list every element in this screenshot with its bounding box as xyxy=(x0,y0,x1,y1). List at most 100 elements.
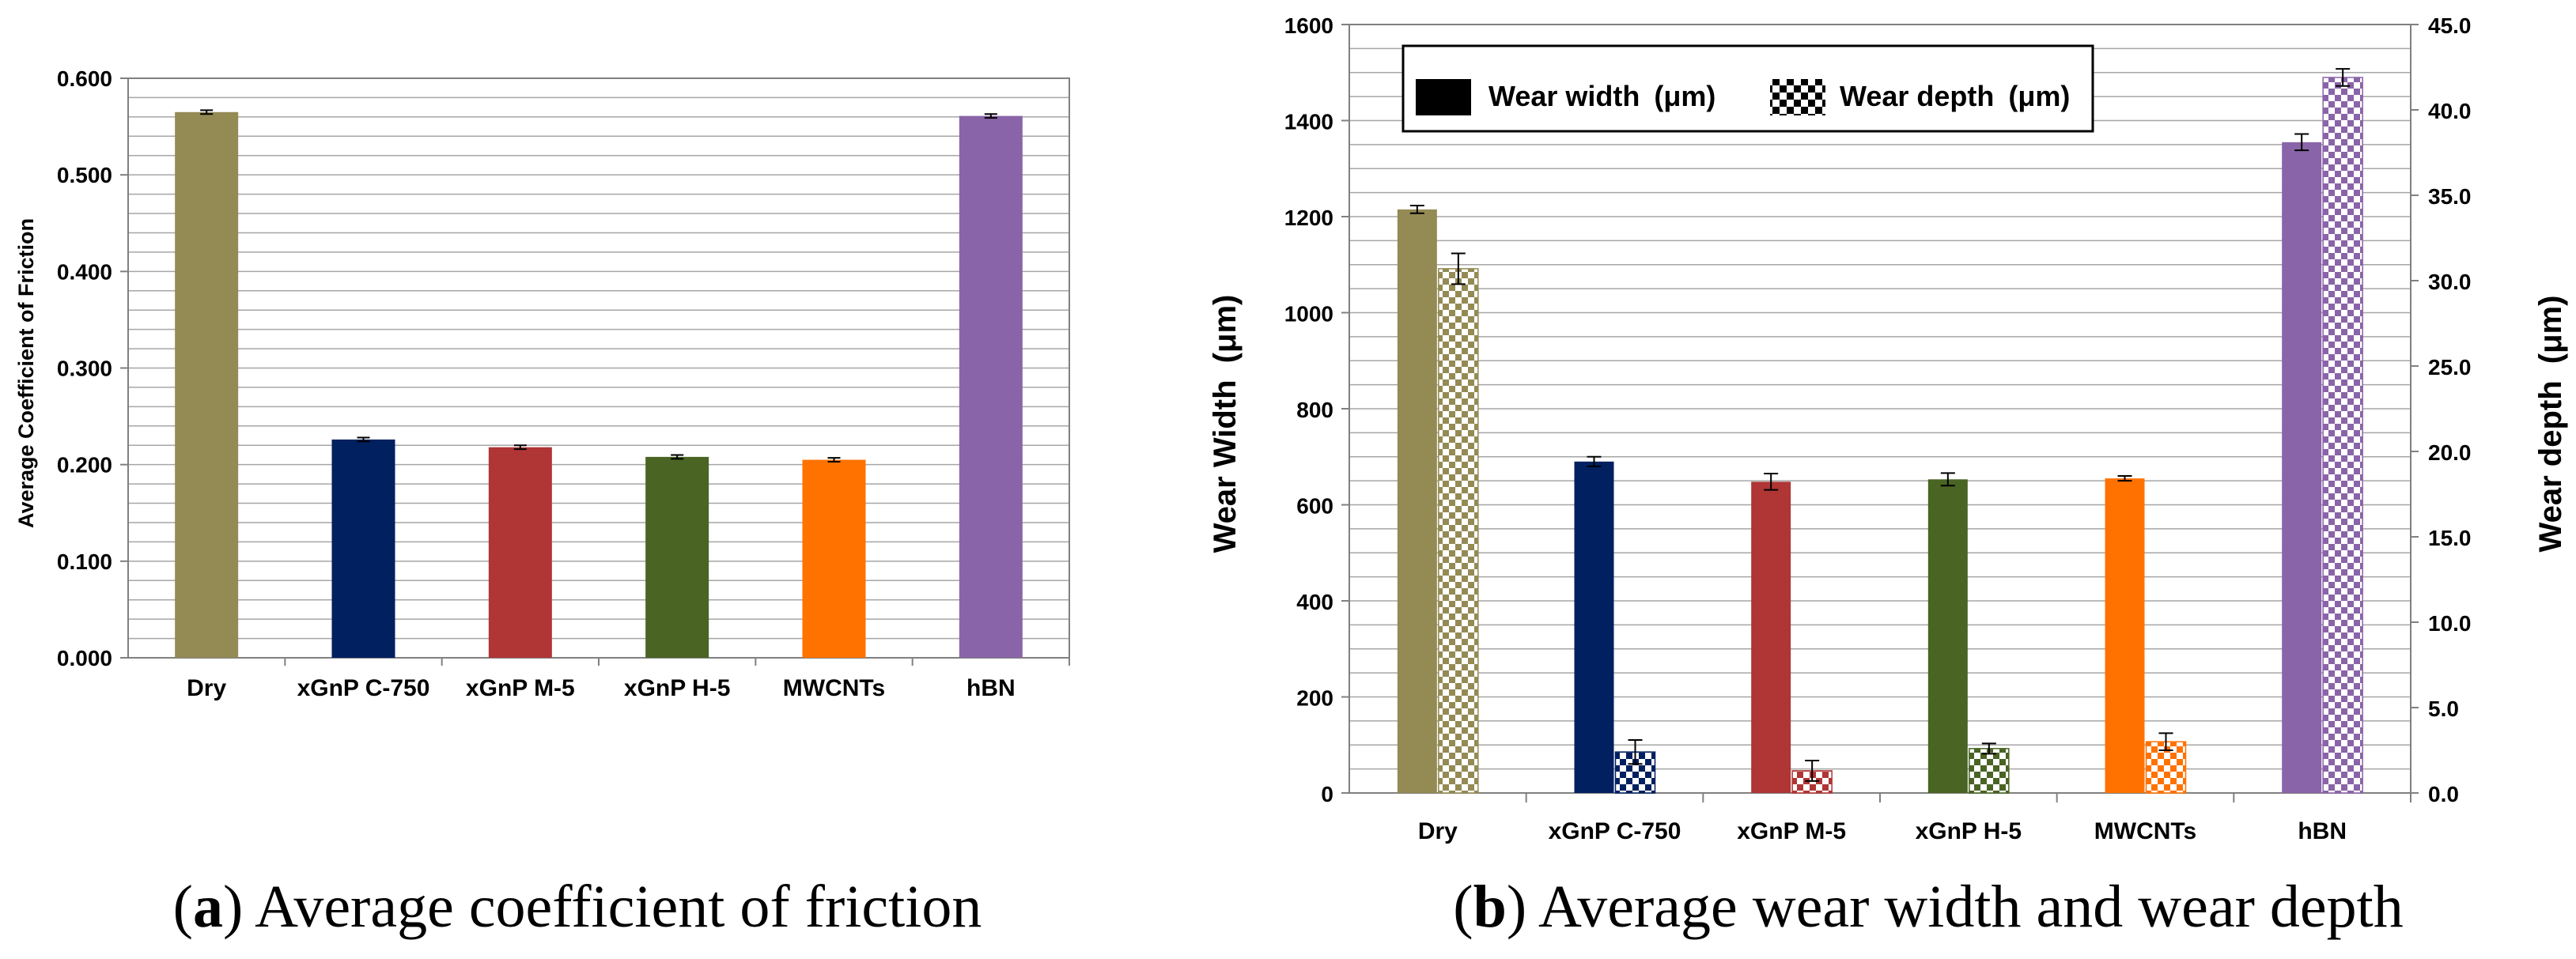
b-gridlines xyxy=(1349,47,2411,770)
legend-label-wear-depth-text: Wear depth xyxy=(1840,80,1994,112)
caption-a-close-paren: ) xyxy=(223,874,243,940)
b-y-tick-1000: 1000 xyxy=(1284,302,1333,327)
b-y-axis-title-right-unit: (μm) xyxy=(2533,296,2568,364)
b-y-tick-right-35-0: 35.0 xyxy=(2428,184,2472,209)
b-y-tick-right-20-0: 20.0 xyxy=(2428,440,2472,465)
b-y-tick-right-10-0: 10.0 xyxy=(2428,611,2472,636)
b-y-tick-400: 400 xyxy=(1296,590,1333,614)
b-y-axis-title-right-text: Wear depth xyxy=(2533,380,2568,552)
b-error-bar-width-mwcnts xyxy=(2117,475,2132,482)
b-error-bar-depth-xgnp-h-5 xyxy=(1981,742,1996,755)
b-bar-width-xgnp-m-5 xyxy=(1751,481,1791,793)
legend-label-wear-depth: Wear depth (μm) xyxy=(1840,80,2070,112)
b-bars xyxy=(1397,68,2363,794)
b-error-bar-depth-dry xyxy=(1451,252,1466,285)
chart-a: 0.000 0.100 0.200 0.300 0.400 0.500 0.600 Dry x… xyxy=(14,66,1070,701)
caption-a-letter: a xyxy=(193,874,223,940)
legend-label-wear-depth-unit: (μm) xyxy=(2008,80,2070,112)
b-y-tick-1200: 1200 xyxy=(1284,206,1333,230)
b-y-tick-800: 800 xyxy=(1296,398,1333,422)
legend-label-wear-width-unit: (μm) xyxy=(1654,80,1715,112)
a-bar-xgnp-m-5 xyxy=(488,447,552,658)
b-bar-width-hbn xyxy=(2282,142,2322,793)
caption-b-text: Average wear width and wear depth xyxy=(1526,874,2404,940)
b-y-axis-title-left-text: Wear Width xyxy=(1208,379,1243,553)
caption-b-letter: b xyxy=(1473,874,1507,940)
b-error-bar-width-hbn xyxy=(2294,133,2309,152)
a-bars xyxy=(175,109,1023,659)
caption-a-text: Average coefficient of friction xyxy=(243,874,982,940)
a-bar-xgnp-h-5 xyxy=(645,456,709,658)
a-error-bar-xgnp-m-5 xyxy=(513,444,527,451)
a-y-tick-0-200: 0.200 xyxy=(57,453,112,478)
b-y-axis-title-left: Wear Width (μm) xyxy=(1208,295,1243,553)
b-category-xgnp-c-750: xGnP C-750 xyxy=(1549,818,1681,844)
b-y-tick-right-15-0: 15.0 xyxy=(2428,526,2472,550)
a-category-xgnp-m-5: xGnP M-5 xyxy=(466,675,575,701)
a-error-bar-hbn xyxy=(984,113,997,119)
b-legend-box xyxy=(1401,44,2094,133)
b-y-tick-right-25-0: 25.0 xyxy=(2428,355,2472,379)
legend-label-wear-width-text: Wear width xyxy=(1488,80,1640,112)
a-category-hbn: hBN xyxy=(966,675,1016,701)
a-error-bar-xgnp-c-750 xyxy=(357,436,370,443)
b-y-tick-200: 200 xyxy=(1296,686,1333,711)
b-bar-depth-dry xyxy=(1438,268,1479,794)
b-bar-width-xgnp-h-5 xyxy=(1927,479,1968,793)
b-category-xgnp-h-5: xGnP H-5 xyxy=(1916,818,2022,844)
a-category-labels: Dry xGnP C-750 xGnP M-5 xGnP H-5 MWCNTs hBN xyxy=(187,658,1070,701)
b-y-tick-labels-left: 0 200 400 600 800 1000 1200 1400 1600 xyxy=(1284,13,1349,806)
b-error-bar-width-dry xyxy=(1409,205,1424,214)
b-error-bar-depth-xgnp-m-5 xyxy=(1805,759,1820,782)
a-error-bar-mwcnts xyxy=(827,457,841,463)
caption-b: (b) Average wear width and wear depth xyxy=(1453,874,2403,940)
b-y-tick-1600: 1600 xyxy=(1284,13,1333,38)
b-y-tick-right-30-0: 30.0 xyxy=(2428,270,2472,294)
b-y-tick-1400: 1400 xyxy=(1284,110,1333,134)
a-bar-mwcnts xyxy=(802,459,866,658)
b-y-tick-600: 600 xyxy=(1296,494,1333,519)
b-category-xgnp-m-5: xGnP M-5 xyxy=(1737,818,1846,844)
caption-b-open-paren: ( xyxy=(1453,874,1473,940)
a-y-tick-0-100: 0.100 xyxy=(57,549,112,574)
a-gridlines xyxy=(128,96,1069,640)
a-bar-xgnp-c-750 xyxy=(331,439,395,658)
b-category-hbn: hBN xyxy=(2298,818,2347,844)
b-error-bar-width-xgnp-c-750 xyxy=(1587,455,1602,467)
chart-b: 0 200 400 600 800 1000 1200 1400 1600 0.0 5.0 10.0… xyxy=(1208,13,2568,844)
caption-a-open-paren: ( xyxy=(173,874,193,940)
b-y-tick-right-0-0: 0.0 xyxy=(2428,782,2459,806)
b-bar-width-dry xyxy=(1397,209,1437,793)
a-y-tick-0-000: 0.000 xyxy=(57,646,112,670)
a-error-bar-dry xyxy=(200,109,214,115)
b-y-tick-right-5-0: 5.0 xyxy=(2428,697,2459,721)
b-legend: Wear width (μm) Wear depth (μm) xyxy=(1401,44,2094,133)
legend-swatch-wear-depth xyxy=(1770,79,1825,115)
b-category-labels: Dry xGnP C-750 xGnP M-5 xGnP H-5 MWCNTs hBN xyxy=(1418,793,2411,844)
b-category-dry: Dry xyxy=(1418,818,1458,844)
a-category-xgnp-c-750: xGnP C-750 xyxy=(297,675,430,701)
b-y-tick-0: 0 xyxy=(1321,782,1333,806)
b-error-bar-depth-mwcnts xyxy=(2158,732,2173,751)
b-bar-depth-hbn xyxy=(2322,77,2363,794)
b-error-bar-width-xgnp-m-5 xyxy=(1764,473,1779,491)
a-y-axis-title: Average Coefficient of Friction xyxy=(14,218,38,528)
a-bar-hbn xyxy=(959,115,1023,658)
b-y-axis-title-right: Wear depth (μm) xyxy=(2533,296,2568,553)
b-bar-width-mwcnts xyxy=(2105,478,2145,793)
b-category-mwcnts: MWCNTs xyxy=(2094,818,2196,844)
legend-label-wear-width: Wear width (μm) xyxy=(1488,80,1715,112)
legend-swatch-wear-width xyxy=(1416,79,1471,115)
b-y-axis-title-left-unit: (μm) xyxy=(1208,295,1243,364)
b-error-bar-width-xgnp-h-5 xyxy=(1940,472,1955,487)
a-y-tick-0-300: 0.300 xyxy=(57,357,112,381)
b-y-tick-right-40-0: 40.0 xyxy=(2428,99,2472,123)
a-y-tick-0-600: 0.600 xyxy=(57,66,112,91)
a-category-xgnp-h-5: xGnP H-5 xyxy=(624,675,731,701)
a-bar-dry xyxy=(175,111,239,659)
a-category-dry: Dry xyxy=(187,675,226,701)
a-error-bar-xgnp-h-5 xyxy=(671,454,684,460)
a-y-tick-0-500: 0.500 xyxy=(57,163,112,187)
a-y-tick-labels: 0.000 0.100 0.200 0.300 0.400 0.500 0.600 xyxy=(57,66,128,670)
